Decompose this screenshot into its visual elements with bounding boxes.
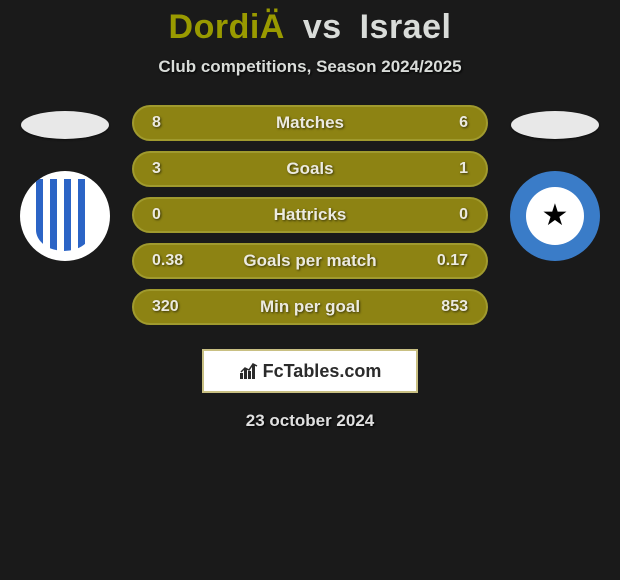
- stat-label: Goals: [286, 159, 333, 179]
- subtitle: Club competitions, Season 2024/2025: [0, 57, 620, 77]
- star-icon: ★: [542, 201, 569, 231]
- stat-row-goals-per-match: 0.38 Goals per match 0.17: [132, 243, 488, 279]
- stat-label: Min per goal: [260, 297, 360, 317]
- stat-label: Goals per match: [243, 251, 376, 271]
- title-vs: vs: [303, 8, 342, 46]
- stat-row-min-per-goal: 320 Min per goal 853: [132, 289, 488, 325]
- brand-text: FcTables.com: [263, 361, 382, 382]
- stat-row-hattricks: 0 Hattricks 0: [132, 197, 488, 233]
- stats-column: 8 Matches 6 3 Goals 1 0 Hattricks 0 0.38…: [120, 105, 500, 335]
- page-title: DordiÄ vs Israel: [0, 8, 620, 47]
- date-label: 23 october 2024: [0, 411, 620, 431]
- stat-b-value: 1: [428, 160, 468, 178]
- stat-b-value: 853: [428, 298, 468, 316]
- brand-box[interactable]: FcTables.com: [202, 349, 418, 393]
- flag-a-icon: [21, 111, 109, 139]
- stat-a-value: 3: [152, 160, 192, 178]
- shield-stripes-icon: [36, 179, 92, 251]
- stat-b-value: 0: [428, 206, 468, 224]
- stat-a-value: 0: [152, 206, 192, 224]
- team-b-column: ★: [500, 105, 610, 261]
- player-b-name: Israel: [360, 8, 452, 46]
- stat-row-goals: 3 Goals 1: [132, 151, 488, 187]
- stat-b-value: 6: [428, 114, 468, 132]
- player-a-name: DordiÄ: [169, 8, 285, 46]
- stat-a-value: 0.38: [152, 252, 192, 270]
- stat-label: Hattricks: [274, 205, 347, 225]
- team-a-column: [10, 105, 120, 261]
- team-b-logo: ★: [510, 171, 600, 261]
- main-row: 8 Matches 6 3 Goals 1 0 Hattricks 0 0.38…: [0, 105, 620, 335]
- stat-a-value: 320: [152, 298, 192, 316]
- stat-row-matches: 8 Matches 6: [132, 105, 488, 141]
- stat-b-value: 0.17: [428, 252, 468, 270]
- bar-chart-icon: [239, 362, 259, 380]
- stat-a-value: 8: [152, 114, 192, 132]
- team-a-logo: [20, 171, 110, 261]
- comparison-card: DordiÄ vs Israel Club competitions, Seas…: [0, 0, 620, 431]
- stat-label: Matches: [276, 113, 344, 133]
- logo-inner-circle-icon: ★: [526, 187, 584, 245]
- flag-b-icon: [511, 111, 599, 139]
